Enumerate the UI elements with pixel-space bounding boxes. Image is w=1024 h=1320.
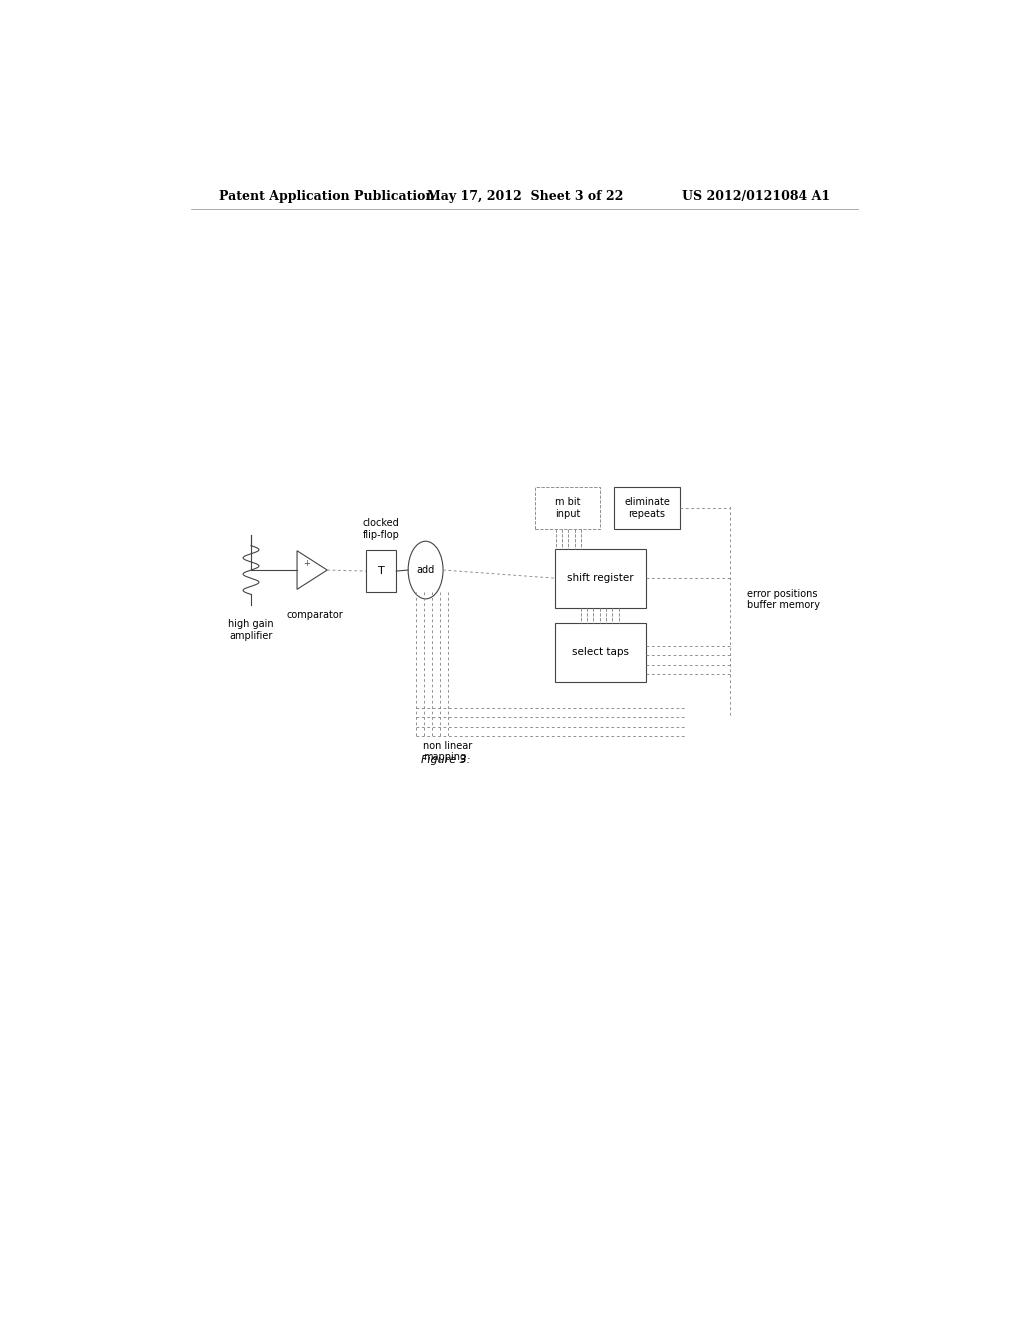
Text: Patent Application Publication: Patent Application Publication: [219, 190, 435, 202]
Text: clocked
flip-flop: clocked flip-flop: [362, 517, 399, 540]
Text: +: +: [303, 560, 310, 569]
Text: Figure 3:: Figure 3:: [421, 755, 470, 766]
Text: error positions
buffer memory: error positions buffer memory: [748, 589, 820, 610]
Text: high gain
amplifier: high gain amplifier: [228, 619, 273, 640]
Text: m bit
input: m bit input: [555, 498, 581, 519]
Text: T: T: [378, 566, 385, 576]
Text: eliminate
repeats: eliminate repeats: [624, 498, 670, 519]
Text: non linear
mapping: non linear mapping: [423, 741, 472, 763]
Bar: [367, 549, 396, 593]
Text: May 17, 2012  Sheet 3 of 22: May 17, 2012 Sheet 3 of 22: [427, 190, 623, 202]
Text: select taps: select taps: [572, 647, 629, 657]
Bar: [614, 487, 680, 529]
Text: shift register: shift register: [567, 573, 634, 583]
Text: comparator: comparator: [286, 610, 343, 620]
Text: US 2012/0121084 A1: US 2012/0121084 A1: [682, 190, 830, 202]
Bar: [555, 623, 646, 682]
Bar: [555, 549, 646, 607]
Bar: [536, 487, 600, 529]
Text: add: add: [417, 565, 435, 576]
